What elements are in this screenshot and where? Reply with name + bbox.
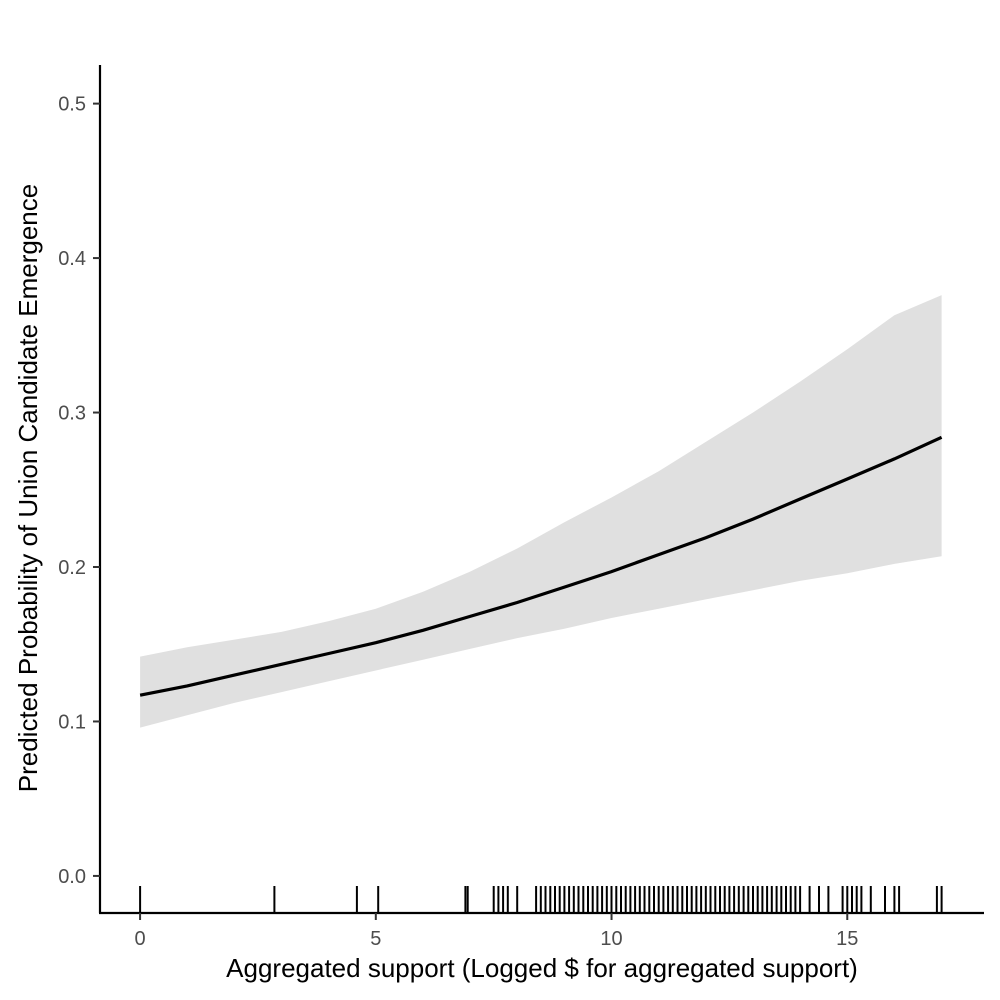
y-tick-label: 0.3 bbox=[58, 403, 86, 425]
rug-marks bbox=[139, 886, 943, 913]
x-tick-label: 10 bbox=[600, 928, 622, 950]
confidence-ribbon bbox=[140, 295, 942, 728]
x-tick-label: 15 bbox=[836, 928, 858, 950]
prediction-line bbox=[139, 435, 943, 697]
x-axis-ticks: 0 5 10 15 bbox=[135, 913, 858, 950]
y-axis-ticks: 0.0 0.1 0.2 0.3 0.4 0.5 bbox=[58, 94, 100, 888]
y-axis-title: Predicted Probability of Union Candidate… bbox=[13, 184, 43, 792]
x-tick-label: 5 bbox=[370, 928, 381, 950]
x-axis-title: Aggregated support (Logged $ for aggrega… bbox=[226, 953, 858, 983]
y-tick-label: 0.1 bbox=[58, 711, 86, 733]
x-tick-label: 0 bbox=[135, 928, 146, 950]
y-tick-label: 0.2 bbox=[58, 557, 86, 579]
y-tick-label: 0.5 bbox=[58, 94, 86, 116]
y-tick-label: 0.0 bbox=[58, 866, 86, 888]
y-tick-label: 0.4 bbox=[58, 248, 86, 270]
